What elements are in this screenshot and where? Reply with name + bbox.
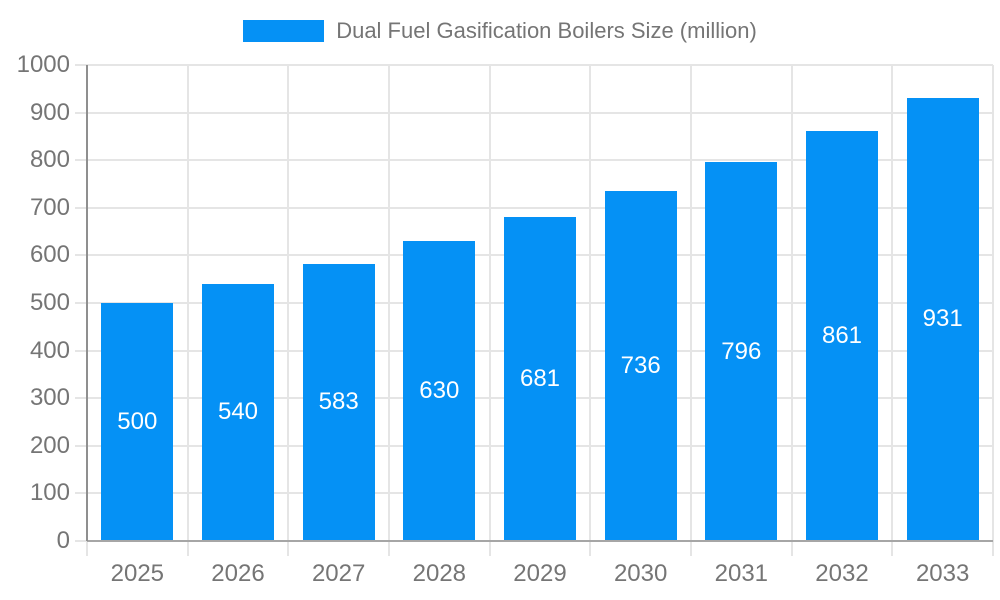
gridline-vertical	[186, 65, 189, 556]
gridline-vertical	[690, 65, 692, 556]
bar-2031: 796	[705, 162, 778, 541]
bar-2025: 500	[101, 303, 174, 541]
gridline-vertical	[287, 65, 290, 556]
x-tick-label: 2028	[412, 560, 467, 587]
y-tick-label: 600	[29, 241, 70, 269]
y-tick-label: 100	[29, 479, 70, 507]
x-axis-line	[87, 540, 993, 542]
y-tick-label: 500	[29, 289, 70, 316]
gridline-horizontal	[75, 206, 993, 209]
x-tick-label: 2029	[513, 560, 567, 587]
x-tick-label: 2025	[110, 560, 165, 587]
y-tick-label: 1000	[16, 51, 70, 78]
gridline-horizontal	[75, 111, 993, 114]
bar-2029: 681	[504, 216, 576, 541]
bar-2033: 931	[906, 97, 979, 541]
legend: Dual Fuel Gasification Boilers Size (mil…	[0, 19, 1000, 43]
gridline-horizontal	[75, 64, 993, 66]
y-tick-label: 200	[29, 431, 70, 459]
y-tick-label: 900	[29, 98, 70, 126]
x-tick-label: 2033	[915, 560, 970, 587]
legend-label: Dual Fuel Gasification Boilers Size (mil…	[336, 18, 757, 43]
gridline-vertical	[589, 65, 592, 556]
x-tick-label: 2026	[211, 560, 265, 587]
bar-value-label: 931	[922, 305, 963, 333]
bar-value-label: 681	[519, 364, 561, 392]
x-tick-label: 2030	[613, 560, 668, 587]
plot-area: 500 540 583 630 681 736 796 861 931	[75, 64, 994, 556]
y-tick-label: 800	[29, 146, 70, 174]
legend-swatch-icon	[243, 20, 325, 42]
bar-2030: 736	[604, 190, 677, 541]
gridline-vertical	[388, 65, 390, 556]
bar-2027: 583	[302, 263, 375, 541]
gridline-horizontal	[75, 159, 993, 162]
bar-value-label: 861	[821, 322, 863, 350]
bar-2026: 540	[202, 283, 274, 541]
bar-value-label: 583	[318, 388, 359, 416]
x-axis-labels: 2025 2026 2027 2028 2029 2030 2031 2032 2033	[87, 560, 993, 590]
x-tick-label: 2027	[311, 560, 366, 587]
bar-2028: 630	[403, 241, 476, 541]
y-tick-label: 700	[29, 193, 70, 221]
bar-value-label: 630	[419, 377, 460, 405]
gridline-vertical	[891, 65, 894, 556]
bar-2032: 861	[806, 131, 878, 541]
x-tick-label: 2032	[815, 560, 869, 587]
gridline-vertical	[992, 65, 994, 556]
y-axis-labels: 0 100 200 300 400 500 600 700 800 900 1000	[0, 51, 70, 554]
bar-value-label: 736	[620, 351, 661, 379]
y-tick-label: 0	[56, 527, 70, 554]
gridline-vertical	[790, 65, 793, 556]
y-axis-line	[86, 65, 88, 541]
gridline-vertical	[488, 65, 491, 556]
bar-value-label: 500	[117, 408, 158, 435]
bar-value-label: 796	[721, 337, 762, 365]
y-tick-label: 400	[29, 336, 70, 364]
y-tick-label: 300	[29, 384, 70, 412]
x-tick-label: 2031	[714, 560, 769, 587]
bar-value-label: 540	[217, 398, 259, 426]
